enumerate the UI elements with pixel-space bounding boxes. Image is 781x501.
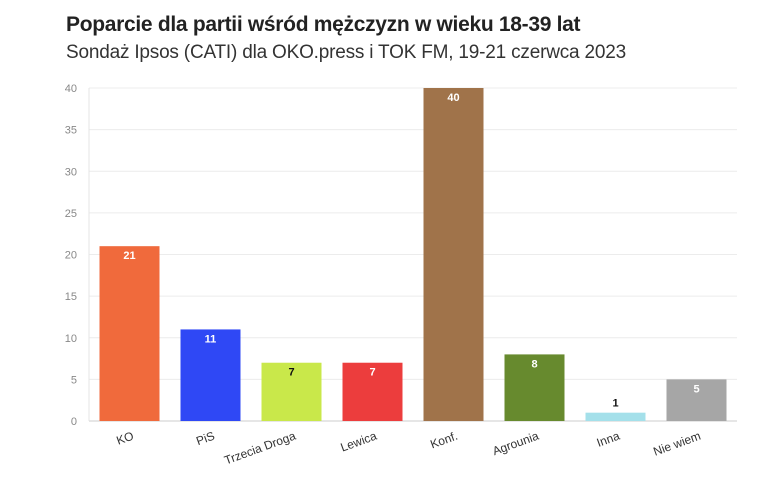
data-label: 7 <box>288 367 294 379</box>
chart-subtitle: Sondaż Ipsos (CATI) dla OKO.press i TOK … <box>66 42 626 63</box>
bar-agrounia <box>504 354 565 421</box>
y-tick-label: 10 <box>65 333 77 345</box>
data-label: 21 <box>123 250 135 262</box>
y-tick-label: 25 <box>65 208 77 220</box>
bar-konf- <box>423 88 484 421</box>
y-tick-label: 20 <box>65 250 77 262</box>
data-label: 1 <box>612 398 618 410</box>
y-tick-label: 30 <box>65 166 77 178</box>
x-tick-label: Agrounia <box>491 429 541 459</box>
bar-pis <box>180 329 241 421</box>
data-label: 11 <box>205 333 217 345</box>
bar-trzecia-droga <box>261 362 322 421</box>
y-tick-label: 0 <box>71 416 77 428</box>
x-tick-label: Nie wiem <box>651 429 702 459</box>
chart-title: Poparcie dla partii wśród mężczyzn w wie… <box>66 13 581 36</box>
bar-ko <box>99 246 160 421</box>
data-label: 8 <box>531 358 537 370</box>
data-label: 40 <box>447 92 459 104</box>
x-tick-label: Konf. <box>428 429 459 452</box>
y-tick-label: 35 <box>65 125 77 137</box>
y-tick-label: 5 <box>71 374 77 386</box>
x-tick-label: PiS <box>194 429 216 449</box>
bar-inna <box>585 412 646 421</box>
x-tick-label: Lewica <box>339 429 379 455</box>
bar-nie-wiem <box>666 379 727 421</box>
y-tick-label: 40 <box>65 83 77 95</box>
x-tick-label: KO <box>114 429 135 448</box>
x-tick-label: Inna <box>595 429 622 450</box>
data-label: 5 <box>693 383 699 395</box>
y-tick-label: 15 <box>65 291 77 303</box>
bar-lewica <box>342 362 403 421</box>
x-tick-label: Trzecia Droga <box>222 429 297 468</box>
data-label: 7 <box>369 367 375 379</box>
